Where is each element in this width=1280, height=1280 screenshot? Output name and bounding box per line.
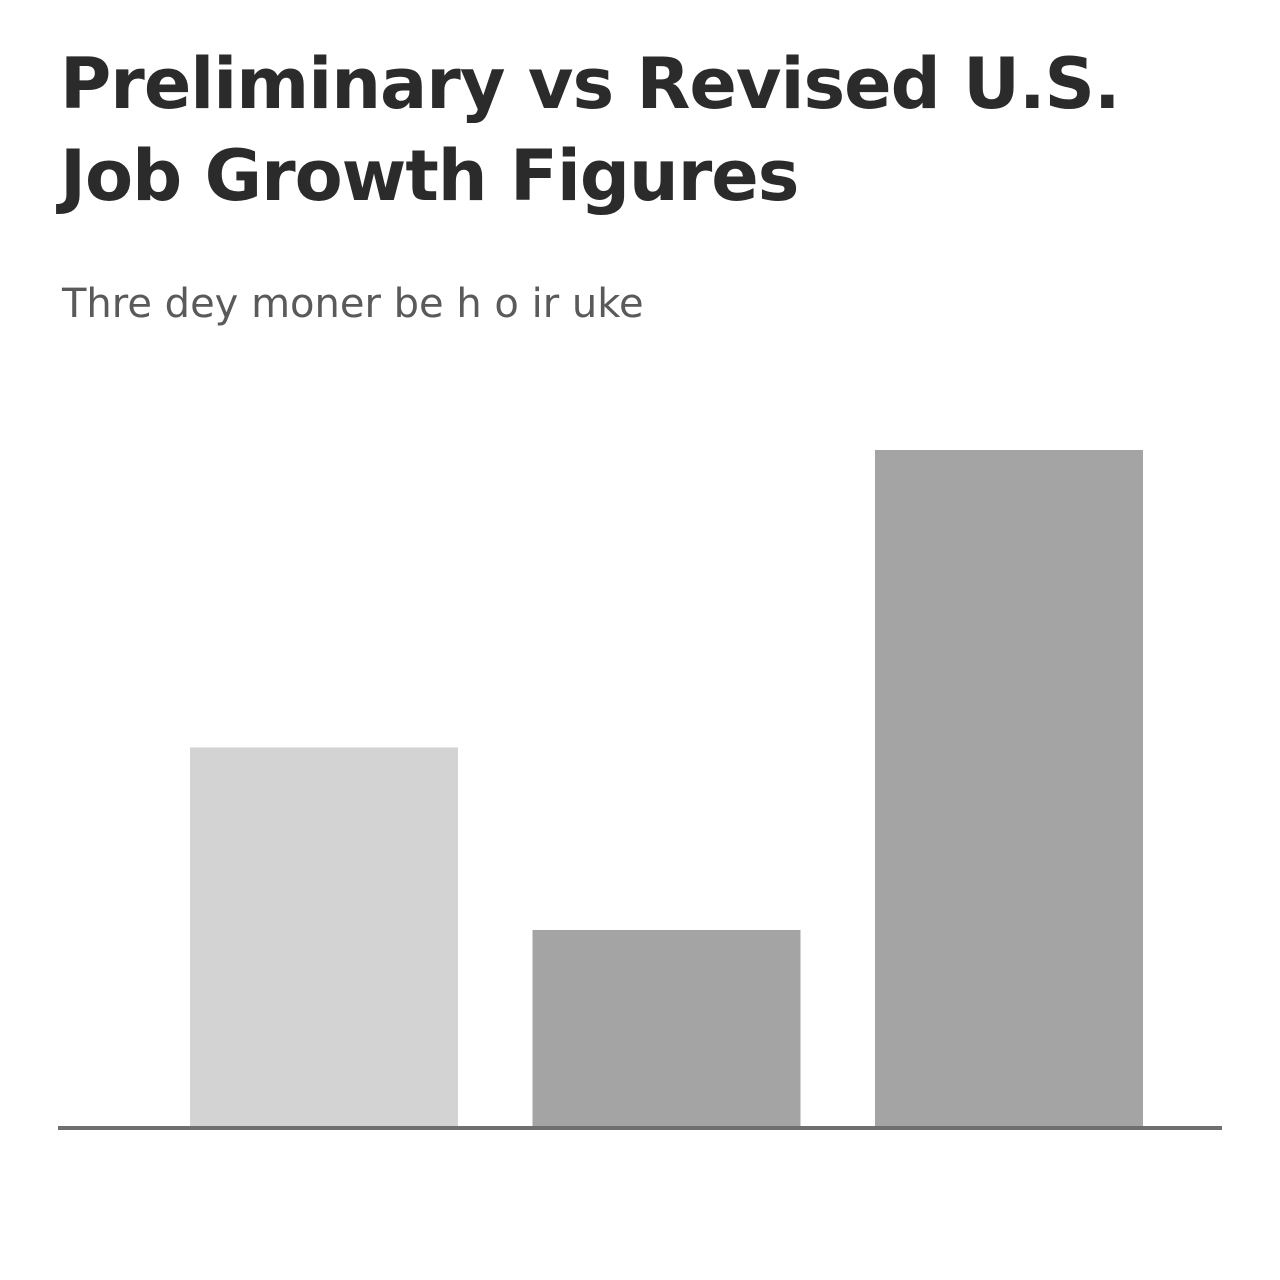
bar-3	[875, 450, 1143, 1126]
chart-title: Preliminary vs Revised U.S. Job Growth F…	[60, 43, 1121, 217]
chart-subtitle: Thre dey moner be h o ir uke	[62, 281, 644, 327]
bar-1	[190, 747, 458, 1126]
bar-2	[532, 929, 801, 1126]
bars-group	[190, 450, 1143, 1126]
